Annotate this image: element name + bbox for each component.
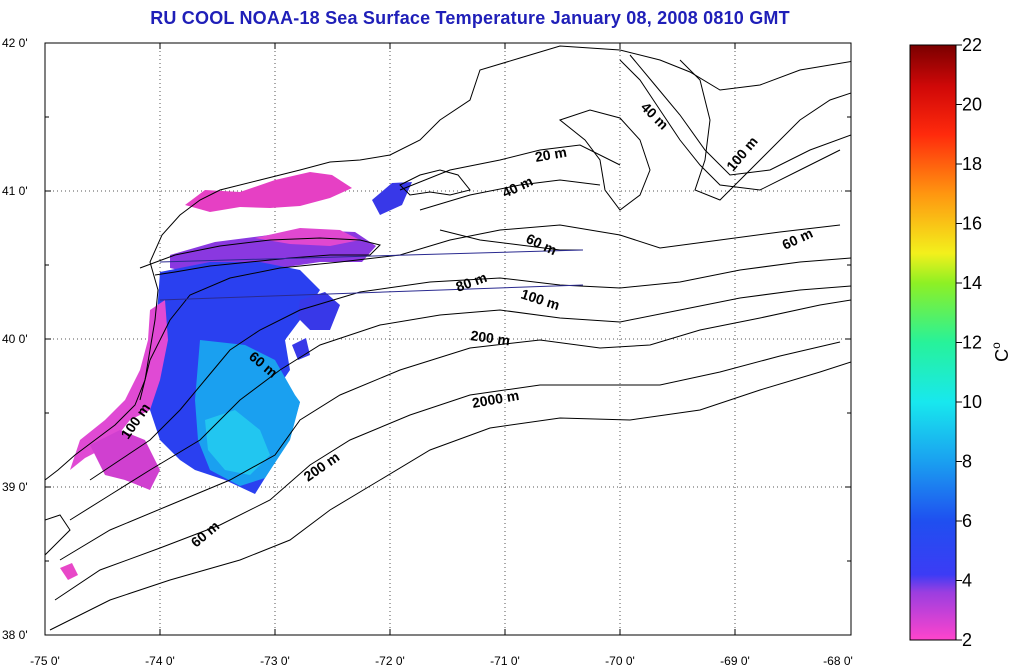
- lat-axis: 42 0' 41 0' 40 0' 39 0' 38 0': [2, 36, 28, 642]
- svg-text:Co: Co: [989, 342, 1012, 362]
- sst-nj-coastal-pink: [70, 300, 168, 470]
- lon-label: -72 0': [375, 654, 405, 668]
- depth-label: 200 m: [470, 327, 512, 348]
- colorbar-tick: 8: [962, 452, 972, 472]
- unit-degree: o: [989, 342, 1003, 349]
- map-title: RU COOL NOAA-18 Sea Surface Temperature …: [150, 8, 790, 28]
- colorbar-tick: 22: [962, 35, 982, 55]
- colorbar-tick: 16: [962, 214, 982, 234]
- lon-label: -68 0': [823, 654, 853, 668]
- colorbar-tick: 2: [962, 630, 972, 650]
- lon-label: -73 0': [260, 654, 290, 668]
- sst-delmarva-patch: [60, 563, 78, 580]
- colorbar-unit: Co: [989, 342, 1012, 362]
- lon-label: -75 0': [30, 654, 60, 668]
- unit-letter: C: [992, 349, 1012, 362]
- lon-label: -69 0': [720, 654, 750, 668]
- transect-lines: [159, 249, 584, 301]
- colorbar-tick: 18: [962, 154, 982, 174]
- colorbar-tick: 20: [962, 95, 982, 115]
- lat-label: 38 0': [2, 628, 28, 642]
- lon-axis: -75 0' -74 0' -73 0' -72 0' -71 0' -70 0…: [30, 654, 853, 668]
- sst-li-shelf-pink: [255, 228, 360, 246]
- coastline: [45, 45, 851, 556]
- lat-label: 39 0': [2, 480, 28, 494]
- sst-block-island-patch: [372, 182, 412, 215]
- sst-long-island-sound-patch: [185, 172, 352, 212]
- lat-label: 40 0': [2, 332, 28, 346]
- colorbar-tick: 6: [962, 511, 972, 531]
- lon-label: -70 0': [605, 654, 635, 668]
- depth-label: 20 m: [534, 144, 568, 165]
- frame-ticks: [45, 43, 851, 635]
- lat-label: 42 0': [2, 36, 28, 50]
- colorbar-tick: 10: [962, 392, 982, 412]
- depth-contours: [49, 54, 851, 631]
- colorbar-tick: 4: [962, 571, 972, 591]
- sst-nj-offshore-light: [205, 410, 270, 475]
- colorbar: 22 20 18 16 14 12 10 8 6 4 2 Co: [909, 35, 1012, 650]
- lon-label: -71 0': [490, 654, 520, 668]
- colorbar-ramp: [909, 44, 957, 641]
- sst-swath: [60, 172, 412, 580]
- colorbar-tick: 12: [962, 333, 982, 353]
- lon-label: -74 0': [145, 654, 175, 668]
- lat-label: 41 0': [2, 184, 28, 198]
- colorbar-tick: 14: [962, 273, 982, 293]
